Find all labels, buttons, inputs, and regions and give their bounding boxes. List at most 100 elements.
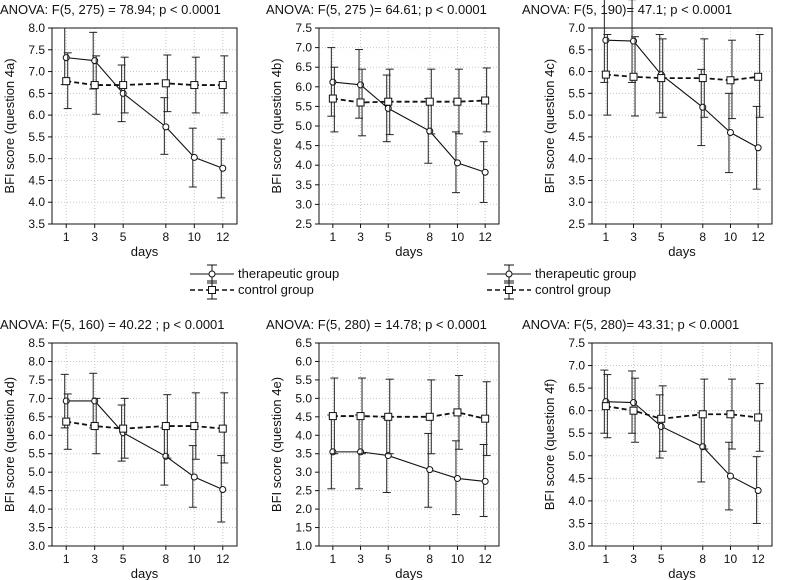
y-tick-label: 3.5 [295,447,312,461]
control-point [629,406,638,415]
y-tick-label: 8.5 [28,336,45,350]
control-point [629,72,638,81]
control-point [698,410,707,419]
x-tick-label: 3 [630,552,637,566]
control-point [356,412,365,421]
therapeutic-line [66,57,223,169]
therapeutic-point [453,474,461,482]
therapeutic-point [726,129,734,137]
x-tick-label: 8 [699,552,706,566]
therapeutic-line [332,81,486,173]
chart-panel-3: ANOVA: F(5, 190)= 47.1; p < 0.0001 2.5 3.0… [522,0,773,259]
series-control-group [328,66,491,137]
plot-frame [591,27,773,225]
chart-title: ANOVA: F(5, 275) = 78.94; p < 0.0001 [0,2,221,17]
x-tick-label: 1 [63,230,70,244]
y-tick-label: 4.5 [295,139,312,153]
y-tick-label: 5.5 [295,99,312,113]
control-point [425,412,434,421]
control-point [218,81,227,90]
x-tick-label: 3 [357,552,364,566]
y-tick-label: 4.0 [568,152,585,166]
plot-frame [591,342,773,547]
x-tick-label: 10 [451,230,465,244]
series-therapeutic-group [60,27,227,199]
therapeutic-line [332,451,486,482]
therapeutic-point [357,81,365,89]
y-tick-label: 4.5 [28,484,45,498]
chart-title: ANOVA: F(5, 160) = 40.22 ; p < 0.0001 [0,317,225,332]
control-point [190,81,199,90]
y-tick-label: 5.0 [568,449,585,463]
control-point [754,413,763,422]
therapeutic-point [119,89,127,97]
y-axis-label: BFI score (question 4f) [542,379,557,511]
y-axis-label: BFI score (question 4e) [269,377,284,512]
legend-control-symbol [190,280,234,300]
therapeutic-point [699,103,707,111]
series-therapeutic-group [600,0,762,190]
chart-panel-1: ANOVA: F(5, 275) = 78.94; p < 0.0001 3.5 4… [0,2,238,259]
control-point [119,424,128,433]
therapeutic-point [384,104,392,112]
y-tick-label: 2.5 [295,484,312,498]
control-point [218,424,227,433]
therapeutic-point [453,159,461,167]
y-tick-label: 5.5 [28,447,45,461]
x-tick-label: 3 [91,230,98,244]
therapeutic-point [481,477,489,485]
x-tick-label: 8 [163,230,170,244]
control-line [66,80,223,86]
control-point [62,77,71,86]
x-tick-label: 1 [330,230,337,244]
series-control-group [601,374,764,452]
y-tick-label: 4.5 [568,130,585,144]
y-tick-label: 7.0 [568,359,585,373]
control-point [190,422,199,431]
control-line [605,405,759,420]
therapeutic-point [754,487,762,495]
chart-panel-2: ANOVA: F(5, 275 )= 64.61; p < 0.0001 2.5 3… [266,2,500,259]
control-point [726,76,735,85]
control-point [384,412,393,421]
x-axis-label: days [131,244,159,259]
therapeutic-point [657,422,665,430]
y-tick-label: 6.5 [568,43,585,57]
y-tick-label: 5.5 [568,426,585,440]
y-tick-label: 3.0 [568,195,585,209]
x-tick-label: 5 [385,230,392,244]
y-tick-label: 4.0 [295,158,312,172]
therapeutic-point [219,164,227,172]
y-tick-label: 6.0 [28,108,45,122]
x-axis-label: days [668,244,696,259]
y-tick-label: 4.0 [28,195,45,209]
control-point [481,96,490,105]
legend-therapeutic-label: therapeutic group [238,266,340,281]
y-tick-label: 2.5 [568,217,585,231]
control-point [657,74,666,83]
series-therapeutic-group [60,372,227,523]
y-tick-label: 6.0 [28,428,45,442]
y-tick-label: 3.0 [568,539,585,553]
control-point [161,79,170,88]
x-axis-label: days [131,566,159,580]
y-tick-label: 3.0 [295,197,312,211]
y-tick-label: 1.5 [295,521,312,535]
therapeutic-point [481,168,489,176]
y-tick-label: 7.5 [295,21,312,35]
therapeutic-point [630,399,638,407]
x-tick-label: 5 [385,552,392,566]
y-axis-label: BFI score (question 4b) [269,58,284,193]
control-point [119,81,128,90]
x-tick-label: 1 [603,230,610,244]
x-tick-label: 5 [120,230,127,244]
therapeutic-line [605,39,759,149]
chart-panel-6: ANOVA: F(5, 280)= 43.31; p < 0.0001 3.0 3.… [522,317,773,580]
y-tick-label: 8.0 [28,21,45,35]
x-tick-label: 3 [630,230,637,244]
therapeutic-point [162,123,170,131]
therapeutic-point [630,37,638,45]
plot-frame [318,342,500,547]
therapeutic-point [62,397,70,405]
y-tick-label: 5.0 [28,152,45,166]
